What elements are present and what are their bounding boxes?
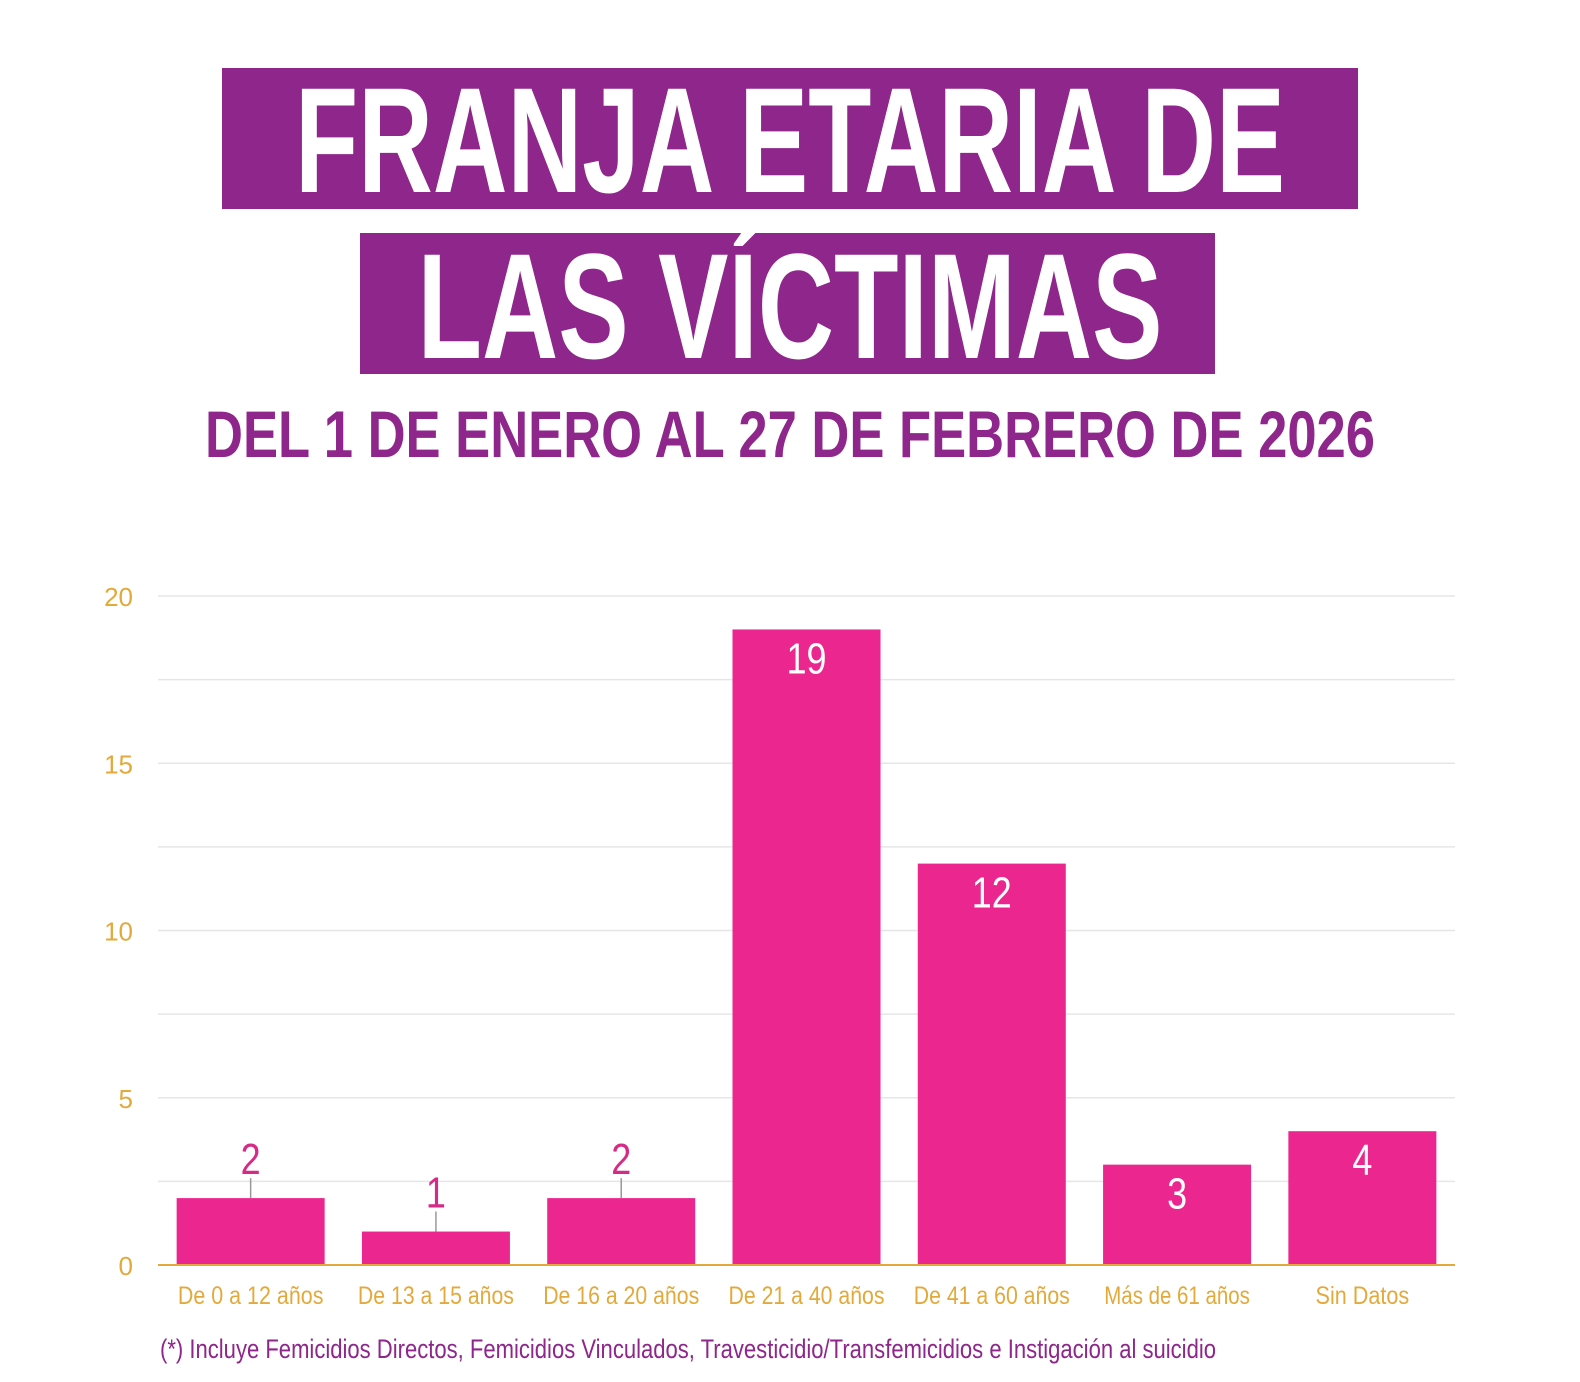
data-label: 3	[1167, 1170, 1187, 1219]
bar	[1288, 1131, 1437, 1265]
data-label: 19	[787, 634, 827, 683]
y-tick-label: 10	[104, 917, 133, 947]
x-tick-label: De 0 a 12 años	[178, 1282, 324, 1310]
bar	[361, 1231, 510, 1265]
x-tick-label: De 41 a 60 años	[914, 1282, 1070, 1310]
bar	[917, 863, 1066, 1265]
subtitle: DEL 1 DE ENERO AL 27 DE FEBRERO DE 2026	[205, 397, 1375, 471]
x-tick-label: Sin Datos	[1316, 1282, 1410, 1310]
bar	[176, 1198, 325, 1265]
data-label: 2	[241, 1135, 261, 1184]
x-tick-label: De 21 a 40 años	[729, 1282, 885, 1310]
data-label: 2	[611, 1135, 631, 1184]
data-label: 4	[1352, 1136, 1372, 1185]
y-tick-label: 5	[119, 1084, 133, 1114]
title-box-2	[360, 233, 1215, 374]
data-label: 12	[972, 869, 1012, 918]
x-tick-label: De 16 a 20 años	[543, 1282, 699, 1310]
title-box-1	[222, 68, 1358, 209]
footnote: (*) Incluye Femicidios Directos, Femicid…	[160, 1334, 1216, 1364]
x-tick-label: Más de 61 años	[1104, 1282, 1250, 1310]
x-axis: De 0 a 12 años De 13 a 15 años De 16 a 20 …	[158, 1264, 1455, 1310]
bar	[732, 629, 881, 1265]
bar	[1103, 1164, 1252, 1265]
y-tick-label: 20	[104, 582, 133, 612]
y-tick-label: 15	[104, 749, 133, 779]
x-tick-label: De 13 a 15 años	[358, 1282, 514, 1310]
title-line-2: LAS VÍCTIMAS	[418, 222, 1163, 390]
bar	[547, 1198, 696, 1265]
y-tick-label: 0	[119, 1251, 133, 1281]
data-label: 1	[426, 1169, 446, 1218]
y-axis: 0 5 10 15 20	[104, 582, 133, 1281]
title-line-1: FRANJA ETARIA DE	[295, 56, 1285, 224]
